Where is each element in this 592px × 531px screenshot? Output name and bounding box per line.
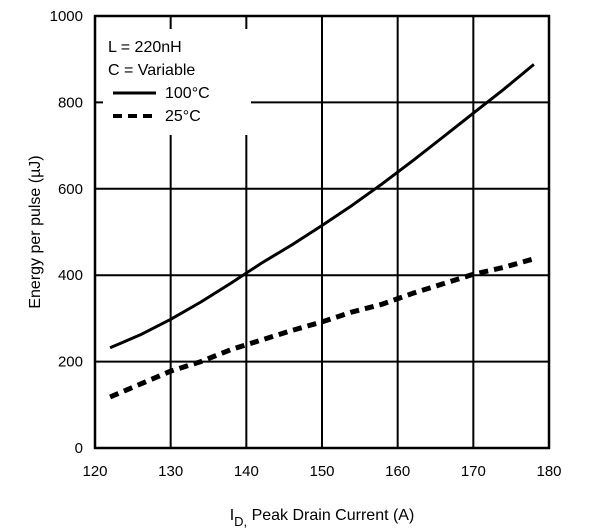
y-axis-title: Energy per pulse (µJ)	[27, 155, 44, 308]
legend: L = 220nH C = Variable 100°C 25°C	[103, 29, 251, 135]
y-tick-label-600: 600	[58, 181, 83, 198]
x-axis-title-rest: Peak Drain Current (A)	[247, 507, 414, 524]
x-tick-labels: 120 130 140 150 160 170 180	[82, 463, 561, 480]
x-tick-label-170: 170	[461, 463, 486, 480]
x-tick-label-120: 120	[82, 463, 107, 480]
plot-frame	[93, 14, 551, 450]
series-line-25c	[109, 256, 535, 400]
legend-note-inductance: L = 220nH	[108, 39, 182, 56]
legend-background	[103, 29, 251, 135]
x-tick-label-180: 180	[536, 463, 561, 480]
x-axis-title: ID, Peak Drain Current (A)	[230, 507, 415, 529]
x-axis-title-subscript: D,	[234, 514, 247, 529]
legend-label-100c: 100°C	[165, 85, 210, 102]
series-lines	[109, 63, 535, 400]
y-tick-label-0: 0	[75, 440, 83, 457]
y-tick-label-200: 200	[58, 354, 83, 371]
x-tick-label-150: 150	[309, 463, 334, 480]
x-tick-label-130: 130	[158, 463, 183, 480]
legend-label-25c: 25°C	[165, 108, 201, 125]
y-tick-label-1000: 1000	[50, 8, 83, 25]
series-line-100c	[109, 63, 535, 350]
x-axis-title-main: I	[230, 507, 234, 524]
y-tick-label-800: 800	[58, 94, 83, 111]
legend-note-capacitance: C = Variable	[108, 62, 195, 79]
x-tick-label-160: 160	[385, 463, 410, 480]
y-tick-labels: 0 200 400 600 800 1000	[50, 8, 83, 457]
x-tick-label-140: 140	[234, 463, 259, 480]
y-tick-label-400: 400	[58, 267, 83, 284]
